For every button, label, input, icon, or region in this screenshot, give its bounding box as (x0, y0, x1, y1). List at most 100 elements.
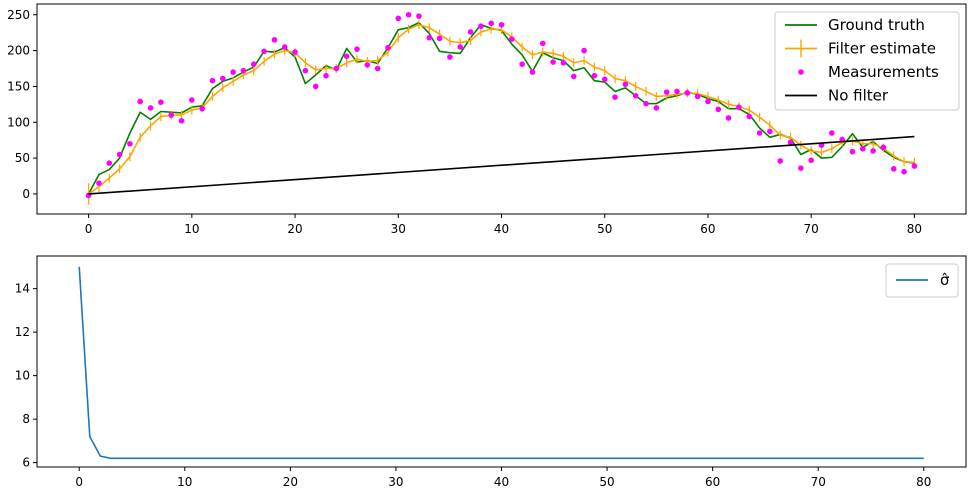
x-tick-label: 60 (705, 475, 720, 489)
data-point (364, 62, 371, 68)
data-point (416, 13, 422, 19)
data-point (498, 21, 505, 28)
data-point (240, 67, 247, 74)
data-point (509, 36, 515, 42)
y-tick-label: 14 (15, 282, 30, 296)
data-point (302, 67, 309, 74)
x-tick-label: 0 (75, 475, 83, 489)
data-point (570, 73, 577, 80)
y-tick-label: 10 (15, 369, 30, 383)
data-point (168, 112, 174, 118)
series-line (88, 135, 915, 195)
data-point (343, 53, 350, 60)
data-point (261, 48, 267, 55)
legend-marker (798, 69, 804, 75)
data-point (539, 40, 546, 47)
data-point (550, 59, 556, 65)
data-point (312, 83, 319, 90)
x-tick-label: 30 (391, 222, 406, 236)
x-tick-label: 10 (184, 222, 199, 236)
data-point (663, 89, 670, 95)
top-chart: 0 10 20 30 40 50 60 70 80 0 50 100 150 200 250 Ground t… (7, 3, 967, 236)
bottom-chart: 0 10 20 30 40 50 60 70 80 6 8 10 12 14 σ̂ (15, 255, 967, 489)
y-tick-label: 8 (22, 412, 30, 426)
data-point (725, 115, 732, 121)
data-point (147, 105, 154, 111)
y-tick-label: 12 (15, 325, 30, 339)
data-point (250, 61, 257, 68)
data-point (653, 105, 660, 111)
data-point (333, 65, 340, 72)
series-0 (78, 266, 924, 460)
x-tick-label: 80 (916, 475, 931, 489)
data-point (436, 35, 443, 42)
data-point (230, 69, 236, 75)
data-point (106, 160, 113, 166)
data-point (127, 140, 133, 147)
data-point (890, 166, 897, 172)
data-point (158, 99, 164, 105)
data-point (519, 61, 525, 68)
y-tick-label: 6 (22, 456, 30, 470)
x-tick-label: 50 (599, 475, 614, 489)
data-point (467, 29, 474, 35)
series-line (78, 266, 924, 460)
data-point (488, 20, 494, 27)
x-tick-label: 20 (283, 475, 298, 489)
data-point (870, 148, 876, 154)
data-point (581, 47, 587, 54)
data-point (911, 163, 918, 169)
legend-label: σ̂ (940, 271, 950, 289)
data-point (756, 130, 763, 136)
data-point (901, 168, 907, 175)
legend-label: Ground truth (828, 16, 925, 34)
data-point (354, 46, 360, 52)
x-tick-label: 40 (494, 475, 509, 489)
data-point (798, 165, 804, 171)
data-point (829, 130, 835, 136)
data-point (736, 104, 742, 111)
data-point (220, 75, 226, 82)
data-point (457, 44, 464, 50)
data-point (385, 44, 391, 51)
data-point (808, 157, 814, 164)
data-point (374, 65, 381, 72)
y-tick-label: 100 (7, 115, 30, 129)
data-point (767, 128, 773, 135)
data-point (178, 118, 185, 124)
data-point (189, 97, 195, 103)
x-tick-label: 60 (700, 222, 715, 236)
data-point (591, 72, 598, 79)
data-point (787, 139, 794, 146)
data-point (292, 49, 298, 55)
data-point (674, 88, 680, 95)
data-point (684, 90, 691, 96)
x-tick-label: 10 (177, 475, 192, 489)
data-point (478, 23, 484, 30)
data-point (137, 98, 144, 105)
legend-box (774, 11, 960, 111)
data-point (426, 34, 433, 41)
data-point (405, 11, 412, 18)
data-point (209, 77, 216, 84)
data-point (560, 59, 567, 66)
x-tick-label: 70 (804, 222, 819, 236)
data-point (705, 98, 711, 105)
data-point (601, 76, 608, 83)
data-point (622, 81, 629, 88)
x-tick-label: 40 (494, 222, 509, 236)
data-point (116, 151, 123, 158)
x-tick-label: 80 (907, 222, 922, 236)
y-tick-label: 200 (7, 44, 30, 58)
x-tick-label: 0 (85, 222, 93, 236)
data-point (880, 144, 887, 151)
data-point (715, 106, 722, 113)
data-point (612, 94, 618, 100)
data-point (323, 72, 329, 79)
data-point (199, 105, 205, 112)
legend-label: Measurements (828, 63, 939, 81)
x-tick-label: 70 (811, 475, 826, 489)
data-point (632, 92, 639, 99)
legend-label: No filter (828, 87, 889, 105)
